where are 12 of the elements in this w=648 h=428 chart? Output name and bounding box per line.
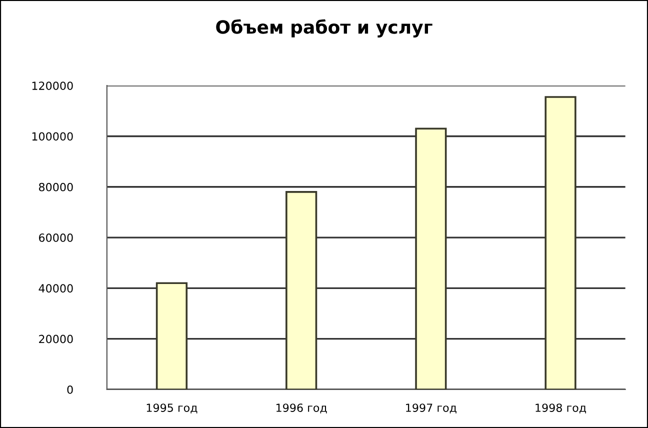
y-tick-label: 100000 [32, 132, 73, 141]
y-tick-label: 20000 [39, 334, 73, 344]
x-tick-label: 1997 год [406, 404, 456, 414]
y-tick-label: 40000 [38, 284, 73, 293]
x-tick-label: 1995 год [146, 404, 198, 414]
y-tick-label: 0 [67, 385, 73, 394]
y-tick-label: 60000 [39, 234, 73, 242]
x-tick-label: 1996 год [276, 404, 327, 414]
y-tick-label: 80000 [38, 182, 73, 192]
y-tick-label: 120000 [32, 82, 73, 90]
chart-title: Объем работ и услуг [216, 19, 432, 38]
x-tick-label: 1998 год [536, 404, 586, 414]
